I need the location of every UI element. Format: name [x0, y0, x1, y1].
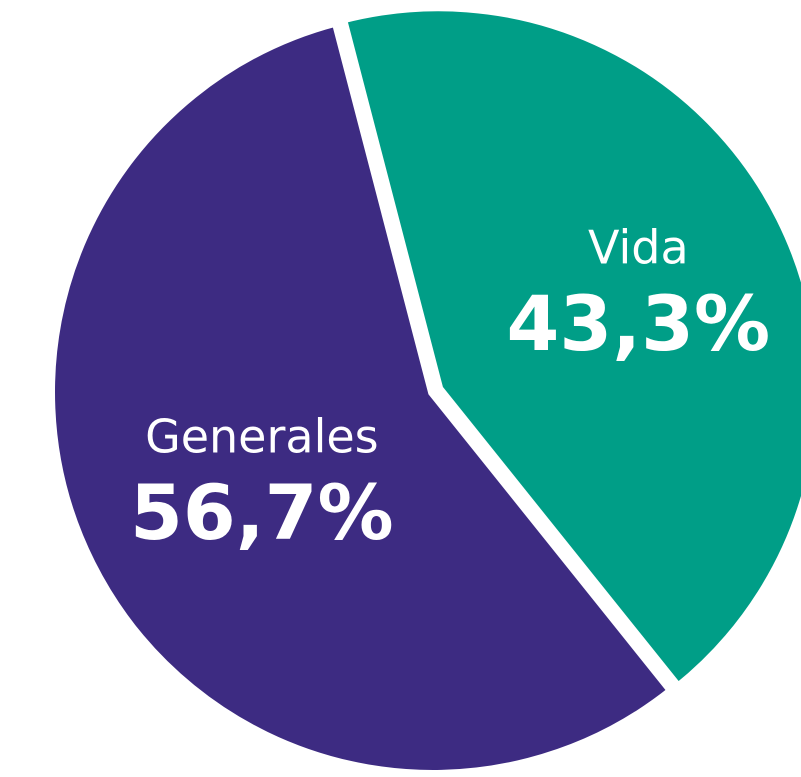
slice-value-label: 43,3% [507, 279, 771, 368]
slice-value-label: 56,7% [130, 468, 394, 557]
pie-slice [45, 15, 680, 777]
slice-label: Generales [145, 409, 379, 463]
pie-slice [335, 1, 801, 696]
slice-label: Vida [588, 220, 689, 274]
